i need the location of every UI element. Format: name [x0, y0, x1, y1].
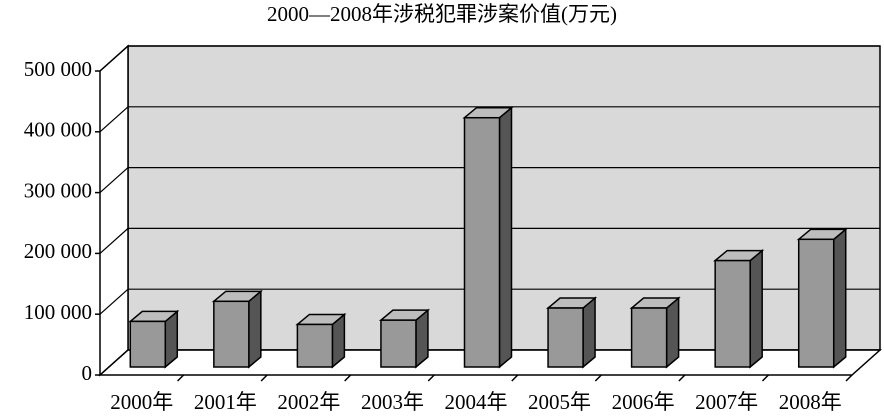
y-tick-label: 300 000	[24, 178, 92, 202]
bar-side	[498, 106, 513, 369]
grid-line	[99, 106, 880, 133]
x-tick-label: 2003年	[361, 390, 424, 414]
bar-side	[248, 289, 262, 369]
y-tick-label: 500 000	[24, 57, 92, 81]
x-tick-mark	[344, 374, 352, 382]
bar	[714, 259, 751, 368]
y-tick-label: 200 000	[24, 239, 92, 263]
bar	[213, 300, 250, 368]
y-tick-label: 100 000	[24, 300, 92, 324]
x-tick-mark	[511, 374, 519, 382]
grid-line	[99, 227, 880, 254]
x-tick-mark	[594, 374, 602, 382]
x-tick-label: 2006年	[612, 390, 675, 414]
x-tick-mark	[427, 374, 435, 382]
bar	[547, 307, 584, 368]
x-tick-label: 2002年	[277, 390, 340, 414]
grid-line	[99, 349, 880, 376]
y-tick-label: 0	[82, 361, 93, 385]
x-tick-label: 2001年	[194, 390, 257, 414]
x-tick-mark	[177, 374, 185, 382]
bar	[797, 238, 835, 368]
x-tick-mark	[260, 374, 268, 382]
bar-side	[832, 227, 847, 369]
bar	[380, 319, 417, 368]
grid-line	[99, 167, 880, 194]
x-tick-label: 2004年	[445, 390, 508, 414]
bar	[296, 323, 334, 368]
bar	[630, 307, 668, 368]
bar	[463, 116, 501, 368]
x-tick-mark	[761, 374, 769, 382]
x-tick-label: 2000年	[110, 390, 173, 414]
x-tick-mark	[845, 374, 853, 382]
grid-line	[99, 45, 880, 72]
side-wall	[99, 44, 129, 377]
y-tick-label: 400 000	[24, 118, 92, 142]
grid-line	[99, 288, 880, 315]
x-tick-mark	[678, 374, 686, 382]
x-tick-label: 2007年	[695, 390, 758, 414]
bar-side	[749, 248, 763, 369]
x-tick-label: 2008年	[779, 390, 842, 414]
bar	[129, 320, 167, 368]
bar-side	[665, 296, 680, 369]
chart-title: 2000—2008年涉税犯罪涉案价值(万元)	[267, 2, 617, 26]
bar-side	[582, 296, 596, 369]
x-tick-label: 2005年	[528, 390, 591, 414]
